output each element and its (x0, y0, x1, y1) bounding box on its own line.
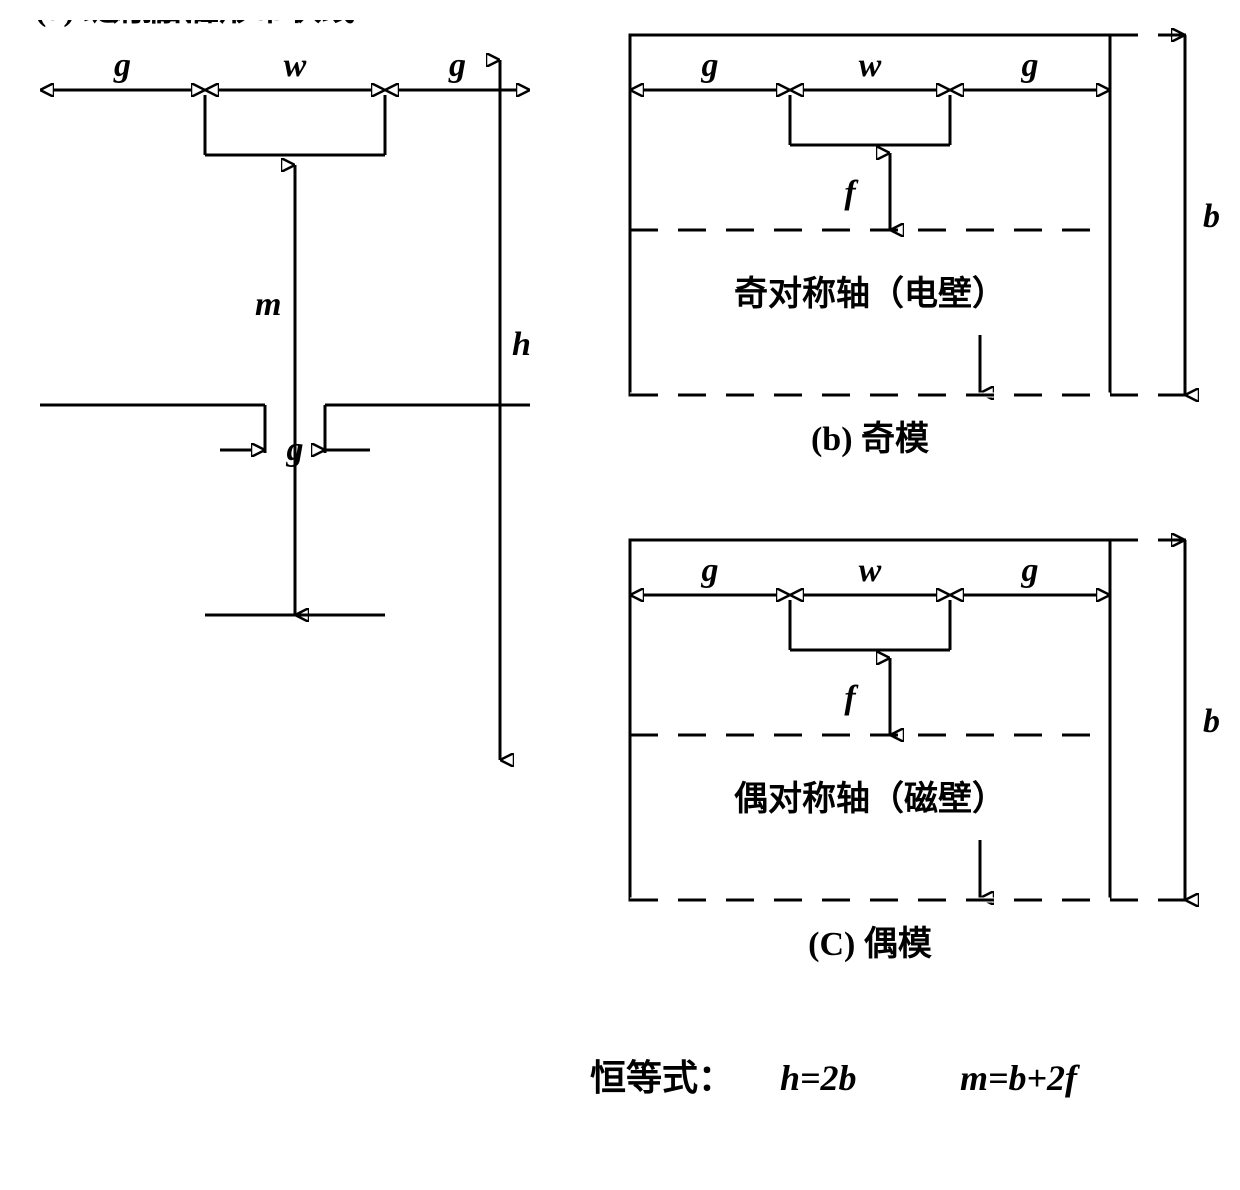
svg-text:偶对称轴（磁壁）: 偶对称轴（磁壁） (734, 779, 1006, 818)
svg-text:m: m (255, 286, 281, 323)
svg-text:— —对称轴: — —对称轴 (34, 20, 214, 28)
svg-text:g: g (701, 47, 719, 84)
svg-text:b: b (1203, 198, 1220, 235)
diagram-svg: gwgmgh(a) 缝耦合矩形带状线— —对称轴gwgf奇对称轴（电壁）b(b)… (20, 20, 1240, 1190)
svg-text:(C) 偶模: (C) 偶模 (808, 925, 932, 963)
svg-text:g: g (113, 47, 131, 84)
svg-text:h=2b: h=2b (780, 1058, 857, 1098)
svg-text:w: w (859, 552, 882, 589)
svg-text:g: g (1021, 47, 1039, 84)
svg-text:m=b+2f: m=b+2f (960, 1058, 1080, 1098)
svg-text:b: b (1203, 703, 1220, 740)
svg-text:g: g (286, 431, 304, 468)
svg-text:恒等式：: 恒等式： (590, 1058, 734, 1098)
svg-text:w: w (284, 47, 307, 84)
svg-text:g: g (448, 47, 466, 84)
svg-text:h: h (512, 326, 531, 363)
svg-text:w: w (859, 47, 882, 84)
diagram-root: gwgmgh(a) 缝耦合矩形带状线— —对称轴gwgf奇对称轴（电壁）b(b)… (20, 20, 1220, 1150)
svg-text:f: f (844, 175, 859, 212)
svg-text:g: g (1021, 552, 1039, 589)
svg-text:g: g (701, 552, 719, 589)
svg-text:f: f (844, 680, 859, 717)
svg-text:奇对称轴（电壁）: 奇对称轴（电壁） (734, 274, 1006, 313)
svg-text:(b) 奇模: (b) 奇模 (811, 420, 929, 458)
